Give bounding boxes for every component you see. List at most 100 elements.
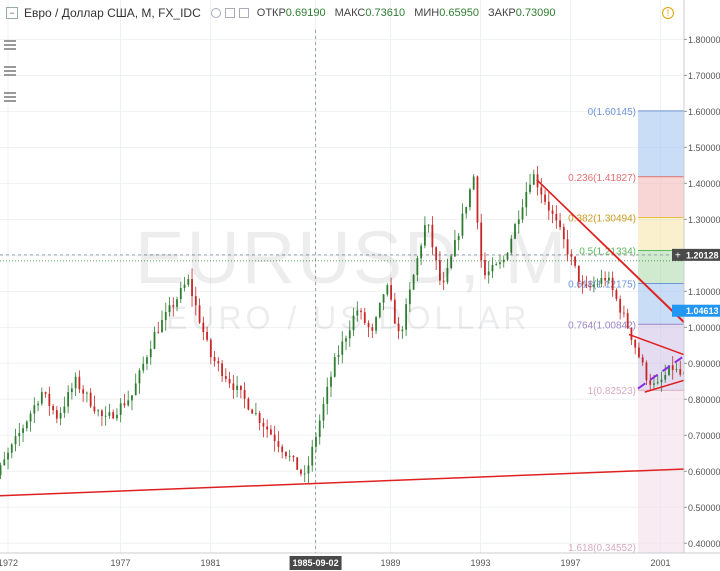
- candle-body: [74, 376, 77, 389]
- candle-body: [37, 403, 39, 406]
- candle-body: [285, 451, 287, 457]
- price-tick-label: 1.80000: [688, 35, 720, 45]
- candle-body: [592, 284, 595, 287]
- candle-body: [626, 313, 629, 328]
- candle-body: [239, 385, 242, 391]
- candle-body: [232, 383, 235, 390]
- candle-body: [356, 310, 359, 316]
- price-tick-label: 1.40000: [688, 179, 720, 189]
- menu-icon-2[interactable]: [4, 66, 16, 76]
- candle-body: [25, 421, 28, 429]
- time-tick-label: 1985-09-02: [293, 558, 339, 568]
- candle-body: [397, 323, 400, 332]
- price-tick-label: 1.10000: [688, 287, 720, 297]
- candle-body: [649, 380, 652, 385]
- candle-body: [375, 317, 377, 331]
- close-icon[interactable]: [238, 8, 249, 18]
- settings-icon[interactable]: [224, 8, 235, 18]
- candle-body: [581, 281, 584, 285]
- candle-body: [292, 455, 295, 458]
- candle-body: [600, 277, 603, 284]
- candle-body: [611, 277, 614, 291]
- candle-body: [630, 327, 633, 340]
- candle-body: [540, 187, 543, 195]
- time-tick-label: 1972: [0, 558, 18, 568]
- candle-body: [78, 376, 81, 390]
- candle-body: [401, 329, 404, 332]
- menu-icon[interactable]: [4, 40, 16, 50]
- candle-body: [18, 432, 21, 437]
- candle-body: [405, 304, 408, 330]
- candle-body: [101, 410, 103, 417]
- visibility-icon[interactable]: [210, 8, 221, 18]
- candle-body: [439, 260, 441, 281]
- candle-body: [85, 392, 88, 394]
- collapse-icon[interactable]: −: [6, 7, 18, 19]
- candle-body: [529, 184, 531, 192]
- candle-body: [450, 256, 453, 269]
- time-tick-label: 2001: [650, 558, 670, 568]
- candle-body: [367, 322, 370, 328]
- candle-body: [577, 265, 580, 282]
- candle-body: [281, 446, 284, 452]
- candle-body: [157, 331, 160, 333]
- candle-body: [40, 392, 43, 404]
- candle-body: [247, 398, 250, 410]
- candle-body: [562, 227, 565, 240]
- candle-body: [570, 254, 573, 257]
- price-label-text: 1.20128: [686, 250, 719, 260]
- price-tick-label: 0.50000: [688, 503, 720, 513]
- candle-body: [378, 302, 381, 318]
- price-tick-label: 1.50000: [688, 143, 720, 153]
- candle-body: [423, 225, 426, 246]
- candle-body: [521, 207, 524, 220]
- candle-body: [288, 455, 291, 457]
- menu-icon-3[interactable]: [4, 92, 16, 102]
- candle-body: [164, 311, 167, 321]
- candlestick-series: [0, 166, 719, 484]
- price-tick-label: 1.00000: [688, 323, 720, 333]
- candle-body: [645, 362, 648, 381]
- candle-body: [420, 245, 423, 259]
- candle-body: [191, 279, 193, 297]
- candle-body: [623, 312, 625, 314]
- time-tick-label: 1989: [380, 558, 400, 568]
- candle-body: [138, 370, 141, 384]
- price-tick-label: 0.40000: [688, 539, 720, 549]
- candle-body: [469, 189, 471, 208]
- candle-body: [668, 365, 670, 375]
- price-tick-label: 0.60000: [688, 467, 720, 477]
- price-label-text: 1.04613: [686, 306, 719, 316]
- time-tick-label: 1997: [560, 558, 580, 568]
- candle-body: [236, 385, 239, 390]
- candle-body: [224, 376, 227, 379]
- candle-body: [408, 289, 411, 305]
- price-tick-label: 0.70000: [688, 431, 720, 441]
- candle-body: [277, 441, 280, 447]
- candle-body: [416, 258, 419, 275]
- fib-level-label: 0.236(1.41827): [568, 173, 636, 184]
- open-value: 0.69190: [285, 7, 326, 19]
- symbol-title[interactable]: Евро / Доллар США, M, FX_IDC: [24, 6, 201, 20]
- candle-body: [442, 280, 445, 283]
- candle-body: [183, 284, 186, 288]
- candle-body: [585, 284, 588, 286]
- candle-body: [517, 219, 520, 225]
- candle-body: [315, 436, 317, 447]
- alert-icon[interactable]: !: [662, 7, 674, 19]
- candle-body: [502, 259, 505, 263]
- legend-header: − Евро / Доллар США, M, FX_IDC ОТКР0.691…: [0, 0, 684, 26]
- close-label: ЗАКР: [488, 7, 516, 19]
- candle-body: [390, 285, 392, 300]
- fib-level-label: 1.618(0.34552): [568, 543, 636, 554]
- candle-body: [495, 264, 498, 266]
- candle-body: [382, 294, 385, 303]
- candle-body: [93, 406, 96, 412]
- candle-body: [172, 305, 175, 307]
- candle-body: [457, 235, 460, 241]
- candle-body: [499, 262, 501, 265]
- candle-body: [675, 369, 678, 370]
- candle-body: [149, 348, 152, 358]
